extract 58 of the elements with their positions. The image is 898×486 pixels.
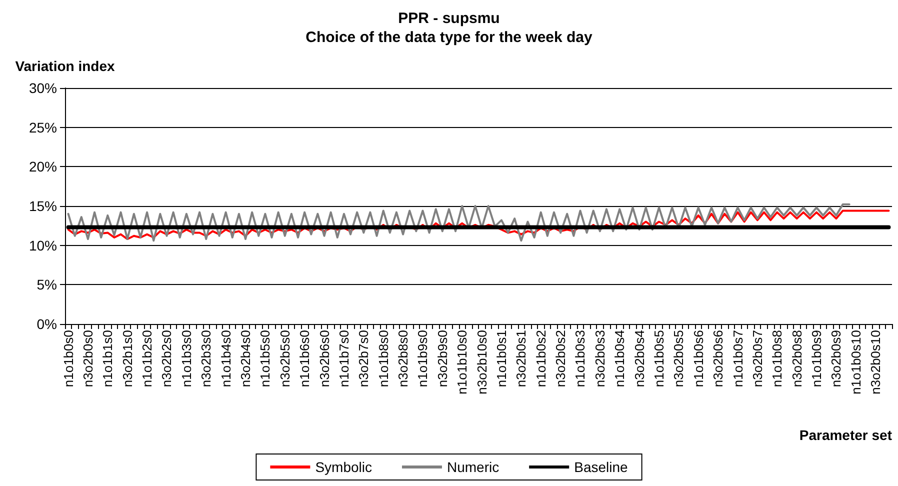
x-tick-label: n3o2b0s1 [514, 330, 529, 388]
x-tick-label: n3o2b8s0 [396, 330, 411, 388]
chart-subtitle: Choice of the data type for the week day [306, 29, 594, 46]
y-tick-label: 10% [28, 237, 57, 254]
x-tick-label: n1o1b0s0 [60, 330, 76, 388]
y-tick-label: 25% [28, 119, 57, 136]
x-tick-label: n3o2b9s0 [434, 330, 450, 388]
x-tick-label: n3o2b0s2 [553, 330, 568, 388]
x-tick-label: n1o1b0s3 [572, 330, 588, 388]
y-axis-title: Variation index [15, 58, 116, 74]
x-tick-label: n1o1b4s0 [218, 330, 234, 388]
legend-label: Symbolic [315, 459, 372, 475]
x-tick-label: n3o2b7s0 [356, 330, 372, 388]
x-tick-label: n3o2b0s7 [750, 330, 765, 388]
x-tick-label: n1o1b0s7 [730, 330, 746, 388]
y-tick-label: 30% [28, 80, 57, 96]
x-tick-label: n3o2b0s5 [671, 330, 686, 388]
x-tick-label: n1o1b2s0 [140, 330, 155, 388]
x-tick-label: n3o2b0s8 [789, 330, 804, 388]
x-tick-label: n3o2b1s0 [120, 330, 135, 388]
x-tick-label: n1o1b0s5 [651, 330, 666, 388]
x-tick-label: n3o2b3s0 [198, 330, 214, 388]
x-tick-label: n1o1b0s10 [848, 330, 864, 394]
x-tick-label: n3o2b5s0 [277, 330, 292, 388]
line-series [67, 210, 890, 240]
x-tick-label: n3o2b0s9 [828, 330, 844, 388]
x-tick-label: n3o2b0s6 [710, 330, 726, 388]
x-tick-label: n3o2b0s4 [632, 330, 647, 388]
y-tick-label: 15% [28, 198, 57, 214]
x-tick-label: n1o1b7s0 [336, 330, 352, 388]
x-tick-label: n3o2b0s3 [592, 330, 608, 388]
x-tick-label: n1o1b8s0 [376, 330, 391, 388]
x-tick-label: n3o2b4s0 [238, 330, 253, 388]
x-tick-label: n1o1b0s4 [612, 330, 628, 388]
x-tick-label: n1o1b0s1 [494, 330, 509, 388]
x-tick-label: n1o1b0s2 [533, 330, 548, 388]
x-tick-label: n1o1b0s9 [809, 330, 824, 388]
y-tick-label: 5% [36, 276, 57, 293]
x-tick-label: n3o2b0s0 [80, 330, 96, 388]
x-tick-label: n3o2b2s0 [159, 330, 174, 388]
x-tick-label: n3o2b10s0 [474, 330, 490, 394]
y-tick-label: 0% [36, 316, 57, 332]
x-tick-label: n1o1b6s0 [297, 330, 312, 388]
x-tick-label: n1o1b0s8 [770, 330, 785, 388]
x-tick-label: n3o2b0s10 [868, 330, 884, 394]
x-tick-label: n1o1b10s0 [454, 330, 470, 394]
legend-label: Numeric [446, 459, 500, 475]
x-tick-label: n1o1b9s0 [415, 330, 430, 388]
x-tick-label: n1o1b0s6 [690, 330, 706, 388]
x-tick-label: n3o2b6s0 [316, 330, 332, 388]
x-tick-label: n1o1b3s0 [178, 330, 194, 388]
y-tick-label: 20% [28, 158, 57, 175]
x-axis-title: Parameter set [799, 427, 892, 443]
x-tick-label: n1o1b1s0 [100, 330, 116, 388]
line-series [67, 203, 850, 242]
chart-title: PPR - supsmu [398, 10, 500, 27]
x-tick-label: n1o1b5s0 [258, 330, 273, 388]
legend-label: Baseline [574, 459, 628, 475]
